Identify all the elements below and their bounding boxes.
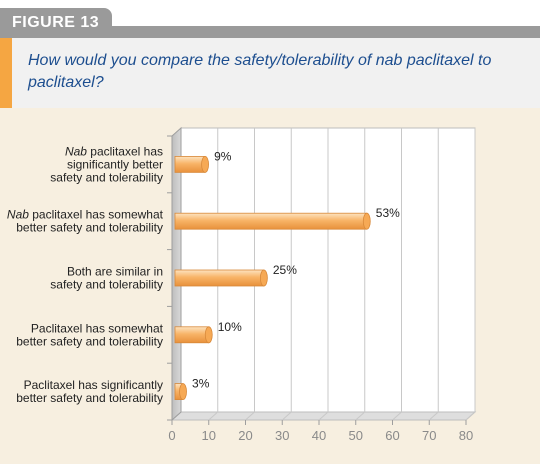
x-tick-label: 20: [238, 428, 252, 443]
category-label: Paclitaxel has somewhat: [31, 321, 164, 335]
gridline-floor: [355, 411, 366, 421]
bar-end-cap: [179, 383, 187, 401]
bar-end-cap: [201, 155, 209, 173]
gridline-floor: [392, 411, 402, 421]
bar: [174, 269, 265, 287]
x-tick-label: 70: [422, 428, 436, 443]
gridline-floor: [318, 411, 329, 421]
bar-end-cap: [204, 326, 213, 344]
bar-value-label: 25%: [273, 263, 297, 277]
x-tick-label: 60: [385, 428, 399, 443]
x-tick-label: 10: [202, 428, 216, 443]
x-tick-label: 80: [459, 428, 473, 443]
category-label: significantly better: [67, 157, 163, 171]
x-tick-label: 40: [312, 428, 326, 443]
x-tick-label: 30: [275, 428, 289, 443]
gridline-floor: [465, 411, 476, 421]
gridline-floor: [245, 411, 255, 421]
category-label: Paclitaxel has significantly: [24, 378, 163, 392]
category-label: better safety and tolerability: [16, 391, 163, 405]
bar: [174, 212, 368, 230]
figure-label: FIGURE 13: [0, 8, 112, 38]
x-tick-label: 0: [168, 428, 175, 443]
bar-value-label: 53%: [376, 206, 400, 220]
gridline-floor: [428, 411, 439, 421]
question-accent-bar: [0, 38, 12, 108]
category-label: safety and tolerability: [50, 278, 163, 292]
header-bar: [0, 26, 540, 38]
category-label: better safety and tolerability: [16, 334, 163, 348]
x-tick-label: 50: [349, 428, 363, 443]
bar: [174, 155, 206, 173]
category-label: Both are similar in: [67, 265, 163, 279]
gridline-floor: [208, 411, 219, 421]
category-label: safety and tolerability: [50, 170, 163, 184]
category-label: Nab paclitaxel has: [65, 144, 163, 158]
gridline-floor: [281, 411, 292, 421]
bar-value-label: 9%: [214, 149, 232, 163]
category-label: Nab paclitaxel has somewhat: [7, 208, 164, 222]
category-label: better safety and tolerability: [16, 221, 163, 235]
bar-value-label: 3%: [192, 377, 210, 391]
bar-end-cap: [259, 269, 268, 287]
question-panel: How would you compare the safety/tolerab…: [0, 38, 540, 108]
bar-value-label: 10%: [218, 320, 242, 334]
figure-header: FIGURE 13: [0, 0, 540, 38]
bar: [174, 326, 210, 344]
bar-end-cap: [362, 212, 371, 230]
question-text: How would you compare the safety/tolerab…: [28, 52, 492, 91]
